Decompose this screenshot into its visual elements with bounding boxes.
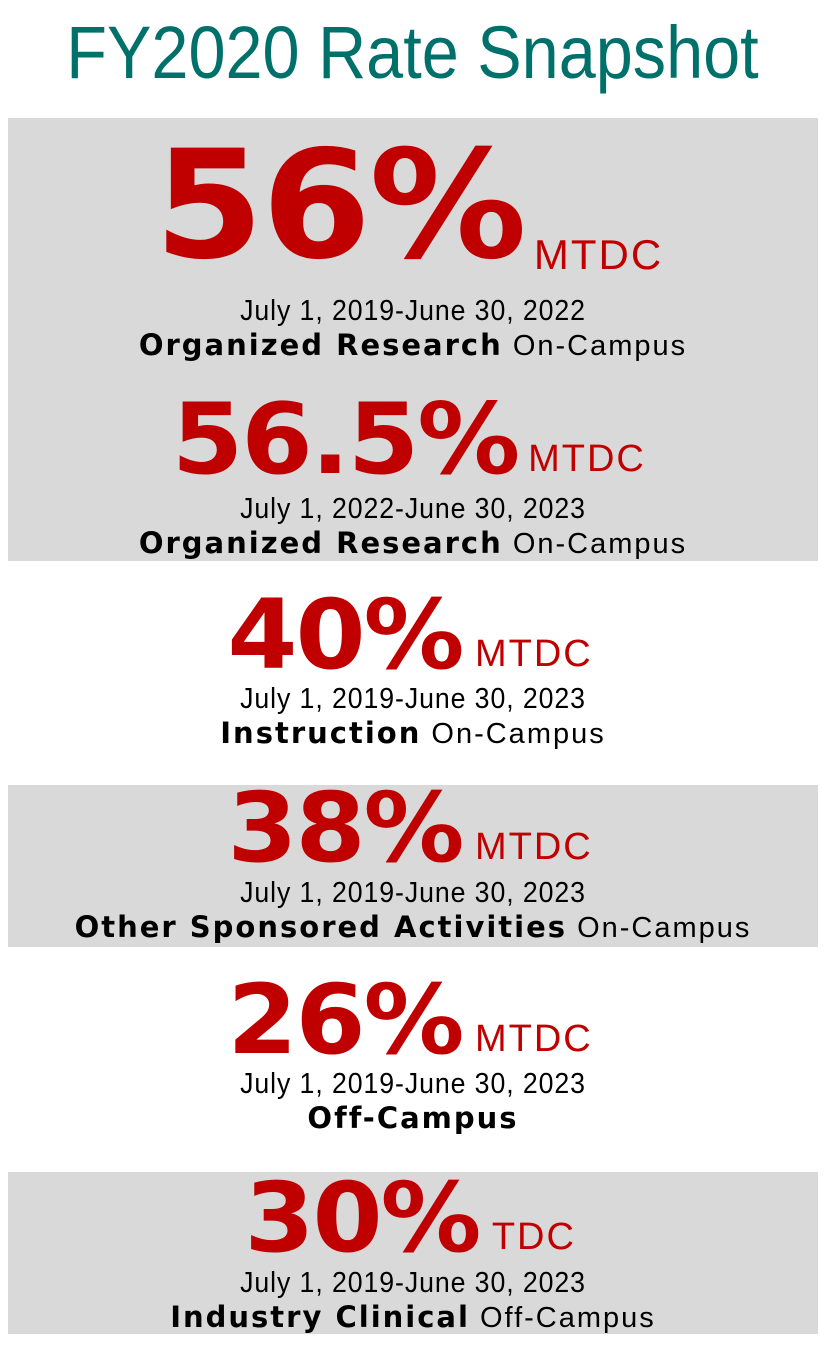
rate-basis: MTDC <box>475 826 593 868</box>
rate-value: 56% <box>153 119 527 293</box>
rate-category: Organized Research On-Campus <box>8 328 818 363</box>
rate-category: Other Sponsored Activities On-Campus <box>8 910 818 945</box>
rate-panel-industry-clinical <box>8 1172 818 1334</box>
rate-category-bold: Off-Campus <box>307 1101 519 1135</box>
rate-category-rest: Off-Campus <box>469 1302 656 1334</box>
rate-dates: July 1, 2022-June 30, 2023 <box>240 493 586 525</box>
rate-card-5: 26% MTDC July 1, 2019-June 30, 2023 Off-C… <box>8 964 818 1136</box>
rate-category: Organized Research On-Campus <box>8 526 818 561</box>
rate-category-bold: Other Sponsored Activities <box>74 910 568 944</box>
rate-card-4: 38% MTDC July 1, 2019-June 30, 2023 Other… <box>8 780 818 945</box>
rate-category-bold: Instruction <box>220 716 422 750</box>
rate-dates: July 1, 2019-June 30, 2023 <box>240 683 586 715</box>
rate-basis: MTDC <box>475 1018 593 1060</box>
rate-dates: July 1, 2019-June 30, 2023 <box>240 1068 586 1100</box>
rate-dates: July 1, 2019-June 30, 2023 <box>240 1267 586 1299</box>
rate-card-6: 30% TDC July 1, 2019-June 30, 2023 Indust… <box>8 1170 818 1335</box>
rate-value: 40% <box>227 579 465 691</box>
rate-card-3: 40% MTDC July 1, 2019-June 30, 2023 Instr… <box>8 579 818 751</box>
rate-category-rest: On-Campus <box>567 912 752 944</box>
rate-card-2: 56.5% MTDC July 1, 2022-June 30, 2023 Org… <box>8 388 818 561</box>
page-title: FY2020 Rate Snapshot <box>66 11 759 94</box>
rate-value: 38% <box>227 772 465 884</box>
rate-category: Instruction On-Campus <box>8 716 818 751</box>
rate-category-rest: On-Campus <box>502 330 688 362</box>
rate-basis: MTDC <box>533 231 664 278</box>
rate-dates: July 1, 2019-June 30, 2022 <box>240 295 586 327</box>
rate-value: 26% <box>227 964 465 1076</box>
rate-basis: MTDC <box>475 633 593 675</box>
rate-category-bold: Industry Clinical <box>170 1300 470 1334</box>
rate-value: 30% <box>244 1162 481 1274</box>
rate-category: Off-Campus <box>8 1101 818 1136</box>
rate-basis: TDC <box>491 1216 576 1258</box>
rate-panel-organized-research <box>8 118 818 561</box>
rate-card-1: 56% MTDC July 1, 2019-June 30, 2022 Organ… <box>8 118 818 363</box>
rate-category-bold: Organized Research <box>138 328 503 362</box>
rate-panel-other-sponsored <box>8 785 818 947</box>
rate-basis: MTDC <box>528 438 646 480</box>
rate-category-bold: Organized Research <box>138 526 503 560</box>
rate-category: Industry Clinical Off-Campus <box>8 1300 818 1335</box>
rate-dates: July 1, 2019-June 30, 2023 <box>240 877 586 909</box>
rate-category-rest: On-Campus <box>421 718 606 750</box>
rate-category-rest: On-Campus <box>502 528 688 560</box>
rate-value: 56.5% <box>171 383 521 497</box>
